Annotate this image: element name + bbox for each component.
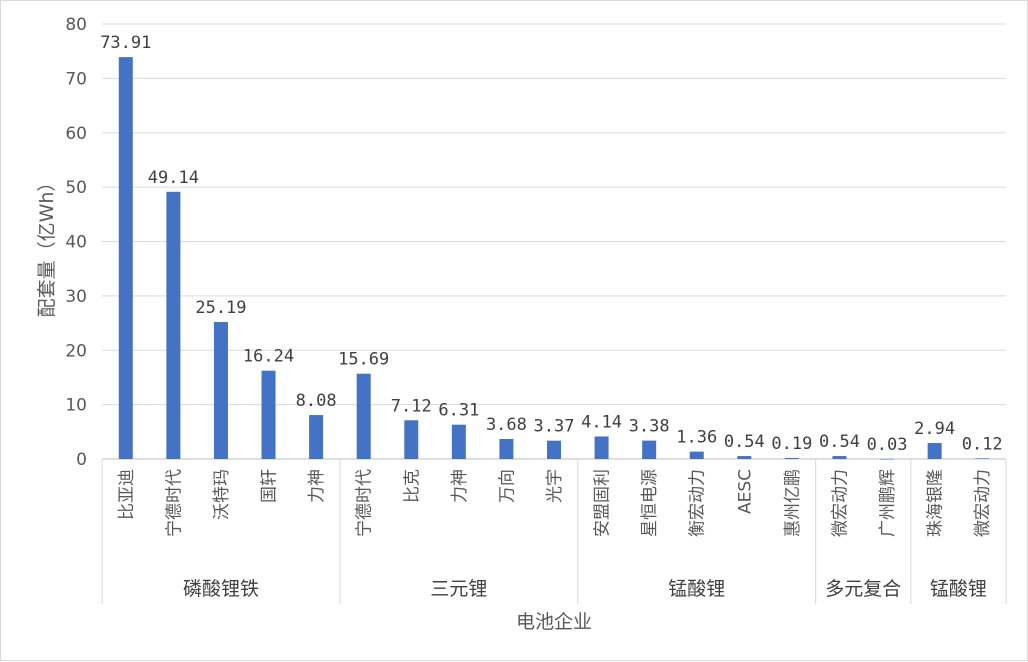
data-label: 3.38 bbox=[629, 417, 670, 437]
bar bbox=[880, 458, 895, 460]
category-label: 宁德时代 bbox=[355, 469, 375, 537]
data-label: 0.19 bbox=[771, 434, 812, 454]
data-label: 6.31 bbox=[438, 401, 479, 421]
data-label: 1.36 bbox=[676, 428, 717, 448]
data-label: 16.24 bbox=[243, 347, 294, 367]
data-label: 0.03 bbox=[867, 435, 908, 455]
category-label: AESC bbox=[735, 469, 755, 514]
bar bbox=[499, 438, 514, 459]
category-label: 广州鹏辉 bbox=[878, 469, 898, 537]
bar bbox=[737, 456, 752, 459]
data-labels: 73.91 49.14 25.19 16.24 8.08 15.69 7.12 6.31 3.6… bbox=[100, 33, 1002, 455]
category-label: 珠海银隆 bbox=[926, 469, 946, 537]
category-label: 微宏动力 bbox=[973, 469, 993, 537]
category-labels: 比亚迪 宁德时代 沃特玛 国轩 力神 宁德时代 比克 力神 万向 光宇 安盟固利 星恒电源 衡宏动力 AE… bbox=[117, 469, 993, 537]
data-label: 73.91 bbox=[100, 33, 151, 53]
y-tick-label: 20 bbox=[65, 341, 87, 361]
data-label: 0.12 bbox=[962, 434, 1003, 454]
bar bbox=[927, 443, 942, 459]
y-axis-ticks: 0 10 20 30 40 50 60 70 80 bbox=[65, 15, 87, 470]
category-label: 安盟固利 bbox=[593, 469, 613, 537]
category-label: 力神 bbox=[307, 469, 327, 503]
data-label: 15.69 bbox=[338, 350, 389, 370]
bar bbox=[642, 440, 657, 459]
y-tick-label: 0 bbox=[76, 450, 87, 470]
category-label: 星恒电源 bbox=[640, 469, 660, 537]
category-label: 力神 bbox=[450, 469, 470, 503]
data-label: 8.08 bbox=[296, 391, 337, 411]
x-axis-title: 电池企业 bbox=[516, 611, 592, 633]
category-label: 光宇 bbox=[545, 469, 565, 503]
bars bbox=[118, 57, 990, 460]
y-tick-label: 30 bbox=[65, 287, 87, 307]
group-label: 锰酸锂 bbox=[668, 578, 725, 600]
category-label: 比亚迪 bbox=[117, 469, 137, 520]
data-label: 3.68 bbox=[486, 415, 527, 435]
group-label: 三元锂 bbox=[430, 578, 487, 600]
y-axis-title: 配套量（亿Wh） bbox=[36, 173, 58, 318]
group-label: 磷酸锂铁 bbox=[183, 578, 259, 600]
data-label: 0.54 bbox=[724, 432, 765, 452]
data-label: 49.14 bbox=[148, 168, 199, 188]
gridlines bbox=[102, 23, 1006, 460]
bar bbox=[547, 440, 561, 459]
bar bbox=[213, 322, 228, 459]
category-label: 惠州亿鹏 bbox=[783, 469, 803, 537]
data-label: 4.14 bbox=[581, 412, 622, 432]
bar bbox=[784, 457, 799, 459]
data-label: 25.19 bbox=[195, 298, 246, 318]
bar bbox=[689, 451, 704, 459]
data-label: 2.94 bbox=[914, 419, 955, 439]
y-tick-label: 80 bbox=[65, 15, 87, 35]
bar bbox=[404, 420, 419, 459]
y-tick-label: 10 bbox=[65, 396, 87, 416]
y-tick-label: 40 bbox=[65, 233, 87, 253]
category-label: 衡宏动力 bbox=[688, 469, 708, 537]
y-tick-label: 60 bbox=[65, 124, 87, 144]
data-label: 7.12 bbox=[391, 396, 432, 416]
group-label: 锰酸锂 bbox=[930, 578, 987, 600]
bar bbox=[261, 370, 276, 459]
category-label: 国轩 bbox=[260, 469, 280, 503]
group-label: 多元复合 bbox=[825, 578, 901, 600]
category-label: 万向 bbox=[497, 469, 517, 503]
bar bbox=[356, 373, 371, 459]
bar bbox=[832, 456, 847, 459]
bar bbox=[309, 415, 324, 459]
data-label: 3.37 bbox=[534, 417, 575, 437]
group-labels: 磷酸锂铁 三元锂 锰酸锂 多元复合 锰酸锂 bbox=[101, 459, 1007, 604]
y-tick-label: 70 bbox=[65, 69, 87, 89]
bar bbox=[594, 436, 609, 459]
data-label: 0.54 bbox=[819, 432, 860, 452]
bar bbox=[166, 191, 181, 459]
bar bbox=[118, 57, 133, 459]
bar bbox=[451, 424, 466, 459]
category-label: 宁德时代 bbox=[164, 469, 184, 537]
bar bbox=[975, 458, 990, 459]
category-label: 微宏动力 bbox=[830, 469, 850, 537]
y-tick-label: 50 bbox=[65, 178, 87, 198]
category-label: 沃特玛 bbox=[212, 469, 232, 520]
category-label: 比克 bbox=[402, 469, 422, 503]
